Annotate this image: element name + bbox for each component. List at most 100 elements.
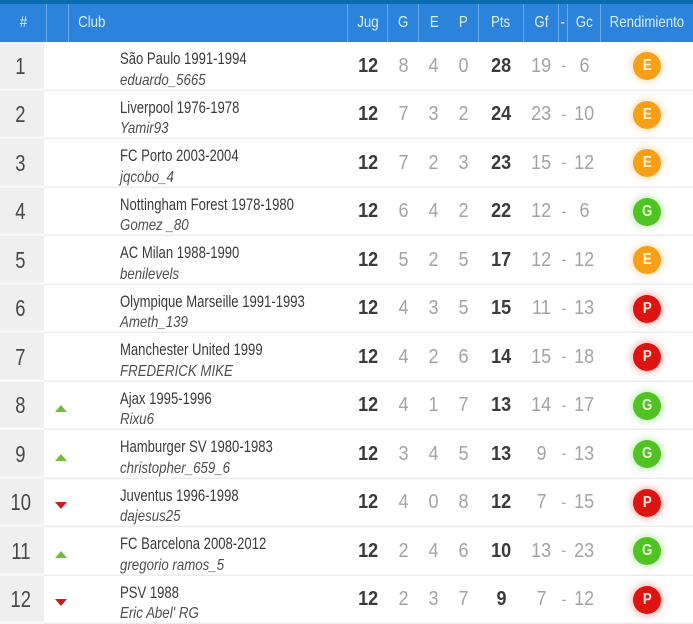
row-p-value: 7: [458, 588, 470, 611]
club-name: Juventus 1996-1998: [120, 485, 348, 507]
row-goals-dash: -: [559, 479, 568, 528]
row-p: 5: [449, 285, 479, 334]
row-rendimiento: G: [601, 527, 693, 576]
row-position: 6: [0, 284, 44, 333]
row-p: 8: [449, 479, 479, 528]
row-pts: 10: [479, 527, 524, 576]
row-position-value: 2: [15, 101, 26, 128]
row-position-value: 9: [15, 440, 26, 467]
row-rendimiento: G: [601, 382, 693, 431]
row-goals-dash: -: [559, 382, 568, 431]
row-rendimiento: G: [601, 430, 693, 479]
table-row[interactable]: 6 Olympique Marseille 1991-1993 Ameth_139 1…: [0, 284, 693, 334]
row-movement: [47, 527, 69, 576]
row-goals-dash: -: [559, 236, 568, 285]
header-jug: Jug: [348, 4, 388, 42]
header-pts: Pts: [479, 4, 524, 42]
rendimiento-badge: P: [633, 294, 661, 323]
table-row[interactable]: 7 Manchester United 1999 FREDERICK MIKE 12 4…: [0, 333, 693, 382]
row-gc: 18: [568, 333, 601, 382]
row-p-value: 6: [458, 539, 470, 562]
row-p-value: 8: [458, 491, 470, 514]
row-g: 8: [388, 42, 419, 91]
row-gc: 15: [568, 479, 601, 528]
row-gf-value: 13: [531, 539, 552, 562]
club-username: FREDERICK MIKE: [120, 361, 348, 383]
row-gf: 7: [524, 479, 559, 528]
row-club: Nottingham Forest 1978-1980 Gomez _80: [69, 188, 348, 237]
table-row[interactable]: 9 Hamburger SV 1980-1983 christopher_659_6…: [0, 430, 693, 479]
row-p: 7: [449, 382, 479, 431]
row-e: 4: [419, 188, 449, 237]
row-gc: 17: [568, 382, 601, 431]
row-movement: [47, 382, 69, 431]
table-row[interactable]: 10 Juventus 1996-1998 dajesus25 12 4 0 8 12 7-15…: [0, 478, 693, 528]
header-position: #: [0, 4, 47, 42]
rendimiento-badge: E: [633, 52, 661, 81]
row-position: 4: [0, 187, 44, 236]
table-row[interactable]: 11 FC Barcelona 2008-2012 gregorio ramos_5…: [0, 527, 693, 576]
header-rendimiento: Rendimiento: [609, 14, 685, 31]
row-jug: 12: [348, 188, 388, 237]
row-position: 12: [0, 575, 44, 624]
row-pts-value: 10: [491, 539, 512, 562]
table-row[interactable]: 2 Liverpool 1976-1978 Yamir93 12 7 3 2 24 23-10 E: [0, 90, 693, 140]
row-e: 2: [419, 236, 449, 285]
row-e: 2: [419, 139, 449, 188]
row-goals-dash: -: [559, 91, 568, 140]
table-row[interactable]: 3 FC Porto 2003-2004 jqcobo_4 12 7 2 3 23 15-12 E: [0, 139, 693, 188]
header-g: G: [388, 4, 419, 42]
row-goals-dash-value: -: [561, 444, 566, 464]
row-jug-value: 12: [357, 394, 379, 417]
row-gf-value: 19: [531, 54, 552, 77]
row-goals-dash-value: -: [561, 104, 566, 124]
row-jug: 12: [348, 430, 388, 479]
rendimiento-badge: E: [633, 100, 661, 129]
rendimiento-badge: E: [633, 149, 661, 178]
row-club: Juventus 1996-1998 dajesus25: [69, 479, 348, 528]
header-e: E: [429, 14, 439, 31]
row-pts: 9: [479, 576, 524, 624]
header-p: P: [449, 4, 479, 42]
row-pts-value: 13: [491, 394, 512, 417]
row-movement: [47, 42, 69, 91]
row-gf-value: 12: [531, 200, 552, 223]
club-name-text: Juventus 1996-1998: [120, 485, 239, 505]
row-e-value: 3: [428, 588, 440, 611]
row-p: 0: [449, 42, 479, 91]
row-e-value: 3: [428, 297, 440, 320]
rendimiento-badge: G: [633, 537, 661, 566]
row-pts: 23: [479, 139, 524, 188]
row-position-value: 8: [15, 392, 26, 419]
table-row[interactable]: 5 AC Milan 1988-1990 benilevels 12 5 2 5 17 12-1…: [0, 236, 693, 285]
table-body: 1 São Paulo 1991-1994 eduardo_5665 12 8 4 0 28 1…: [0, 42, 693, 624]
row-position: 11: [0, 527, 44, 576]
rendimiento-badge: G: [633, 440, 661, 469]
row-jug: 12: [348, 333, 388, 382]
table-row[interactable]: 12 PSV 1988 Eric Abel' RG 12 2 3 7 9 7-12 P: [0, 575, 693, 624]
header-movement: [47, 4, 69, 42]
row-club: Liverpool 1976-1978 Yamir93: [69, 91, 348, 140]
row-gf: 9: [524, 430, 559, 479]
row-g: 7: [388, 91, 419, 140]
club-username-text: christopher_659_6: [120, 459, 231, 477]
club-username-text: Ameth_139: [120, 314, 188, 331]
row-gc: 13: [568, 430, 601, 479]
club-name-text: Nottingham Forest 1978-1980: [120, 194, 294, 214]
row-jug: 12: [348, 285, 388, 334]
row-position-value: 11: [10, 537, 31, 564]
table-row[interactable]: 4 Nottingham Forest 1978-1980 Gomez _80 12 6…: [0, 187, 693, 237]
row-jug-value: 12: [357, 200, 379, 223]
table-row[interactable]: 1 São Paulo 1991-1994 eduardo_5665 12 8 4 0 28 1…: [0, 42, 693, 91]
row-e-value: 4: [428, 200, 440, 223]
row-jug-value: 12: [357, 297, 379, 320]
row-rendimiento: E: [601, 236, 693, 285]
table-row[interactable]: 8 Ajax 1995-1996 Rixu6 12 4 1 7 13 14-17 G: [0, 381, 693, 431]
row-gf: 15: [524, 139, 559, 188]
rendimiento-badge-letter: E: [642, 251, 652, 269]
row-goals-dash: -: [559, 285, 568, 334]
row-goals-dash-value: -: [561, 492, 566, 512]
row-gf: 11: [524, 285, 559, 334]
row-rendimiento: P: [601, 285, 693, 334]
row-gc: 13: [568, 285, 601, 334]
